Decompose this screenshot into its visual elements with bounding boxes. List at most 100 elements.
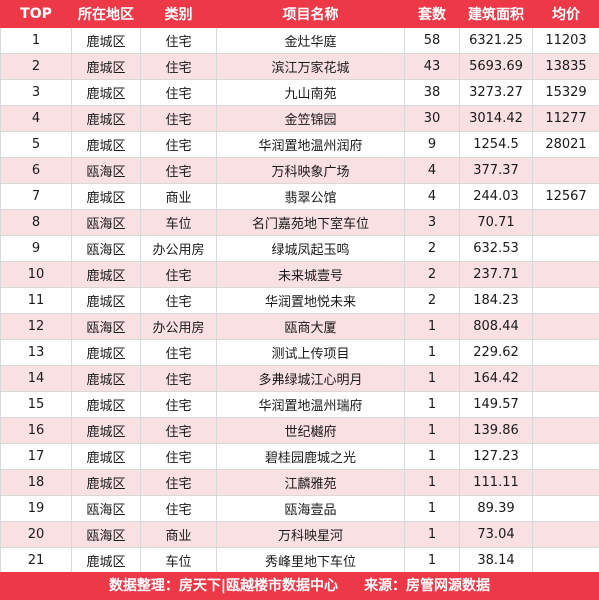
cell-units: 3: [404, 209, 460, 236]
cell-category: 住宅: [140, 105, 217, 132]
header-category: 类别: [140, 0, 217, 28]
cell-rank: 12: [0, 313, 72, 340]
cell-category: 办公用房: [140, 313, 217, 340]
cell-category: 商业: [140, 521, 217, 548]
table-row: 12 瓯海区 办公用房 瓯商大厦 1 808.44: [0, 313, 599, 340]
cell-avg-price: [532, 235, 599, 262]
cell-floor-area: 5693.69: [459, 53, 533, 80]
cell-floor-area: 632.53: [459, 235, 533, 262]
cell-avg-price: 13835: [532, 53, 599, 80]
cell-units: 4: [404, 183, 460, 210]
cell-district: 鹿城区: [71, 547, 141, 574]
table-row: 14 鹿城区 住宅 多弗绿城江心明月 1 164.42: [0, 365, 599, 392]
cell-category: 车位: [140, 209, 217, 236]
cell-category: 住宅: [140, 157, 217, 184]
cell-category: 住宅: [140, 365, 217, 392]
cell-floor-area: 164.42: [459, 365, 533, 392]
cell-project-name: 江麟雅苑: [216, 469, 405, 496]
table-row: 9 瓯海区 办公用房 绿城凤起玉鸣 2 632.53: [0, 235, 599, 262]
cell-floor-area: 139.86: [459, 417, 533, 444]
cell-project-name: 翡翠公馆: [216, 183, 405, 210]
header-units: 套数: [404, 0, 460, 28]
cell-rank: 21: [0, 547, 72, 574]
cell-floor-area: 184.23: [459, 287, 533, 314]
table-row: 3 鹿城区 住宅 九山南苑 38 3273.27 15329: [0, 79, 599, 106]
cell-district: 鹿城区: [71, 339, 141, 366]
cell-district: 鹿城区: [71, 365, 141, 392]
cell-units: 1: [404, 469, 460, 496]
cell-category: 住宅: [140, 339, 217, 366]
table-row: 20 瓯海区 商业 万科映星河 1 73.04: [0, 521, 599, 548]
cell-project-name: 名门嘉苑地下室车位: [216, 209, 405, 236]
table-row: 8 瓯海区 车位 名门嘉苑地下室车位 3 70.71: [0, 209, 599, 236]
cell-category: 商业: [140, 183, 217, 210]
cell-avg-price: [532, 443, 599, 470]
header-top: TOP: [0, 0, 72, 28]
cell-rank: 14: [0, 365, 72, 392]
cell-project-name: 未来城壹号: [216, 261, 405, 288]
cell-floor-area: 3273.27: [459, 79, 533, 106]
cell-category: 住宅: [140, 131, 217, 158]
cell-avg-price: 11277: [532, 105, 599, 132]
table-row: 2 鹿城区 住宅 滨江万家花城 43 5693.69 13835: [0, 53, 599, 80]
cell-rank: 5: [0, 131, 72, 158]
cell-project-name: 金笠锦园: [216, 105, 405, 132]
cell-floor-area: 229.62: [459, 339, 533, 366]
cell-district: 瓯海区: [71, 157, 141, 184]
cell-category: 住宅: [140, 27, 217, 54]
cell-rank: 4: [0, 105, 72, 132]
cell-category: 办公用房: [140, 235, 217, 262]
cell-avg-price: 28021: [532, 131, 599, 158]
cell-district: 鹿城区: [71, 105, 141, 132]
cell-floor-area: 808.44: [459, 313, 533, 340]
cell-district: 鹿城区: [71, 53, 141, 80]
cell-units: 43: [404, 53, 460, 80]
cell-project-name: 滨江万家花城: [216, 53, 405, 80]
cell-rank: 13: [0, 339, 72, 366]
cell-floor-area: 73.04: [459, 521, 533, 548]
cell-floor-area: 38.14: [459, 547, 533, 574]
cell-avg-price: [532, 547, 599, 574]
cell-units: 38: [404, 79, 460, 106]
cell-avg-price: [532, 417, 599, 444]
cell-units: 4: [404, 157, 460, 184]
cell-floor-area: 6321.25: [459, 27, 533, 54]
cell-floor-area: 89.39: [459, 495, 533, 522]
cell-project-name: 九山南苑: [216, 79, 405, 106]
cell-rank: 18: [0, 469, 72, 496]
table-row: 5 鹿城区 住宅 华润置地温州润府 9 1254.5 28021: [0, 131, 599, 158]
cell-units: 1: [404, 521, 460, 548]
cell-avg-price: [532, 521, 599, 548]
cell-district: 鹿城区: [71, 27, 141, 54]
cell-project-name: 瓯商大厦: [216, 313, 405, 340]
cell-avg-price: 12567: [532, 183, 599, 210]
cell-district: 瓯海区: [71, 235, 141, 262]
cell-avg-price: 15329: [532, 79, 599, 106]
cell-units: 1: [404, 313, 460, 340]
cell-category: 住宅: [140, 53, 217, 80]
table-row: 1 鹿城区 住宅 金灶华庭 58 6321.25 11203: [0, 27, 599, 54]
cell-district: 瓯海区: [71, 313, 141, 340]
cell-floor-area: 237.71: [459, 261, 533, 288]
cell-units: 1: [404, 365, 460, 392]
table-row: 4 鹿城区 住宅 金笠锦园 30 3014.42 11277: [0, 105, 599, 132]
cell-avg-price: [532, 339, 599, 366]
cell-rank: 11: [0, 287, 72, 314]
cell-units: 1: [404, 495, 460, 522]
cell-avg-price: [532, 391, 599, 418]
cell-district: 鹿城区: [71, 391, 141, 418]
cell-rank: 17: [0, 443, 72, 470]
table-row: 6 瓯海区 住宅 万科映象广场 4 377.37: [0, 157, 599, 184]
table-row: 11 鹿城区 住宅 华润置地悦未来 2 184.23: [0, 287, 599, 314]
cell-category: 住宅: [140, 417, 217, 444]
cell-category: 住宅: [140, 469, 217, 496]
cell-project-name: 华润置地温州瑞府: [216, 391, 405, 418]
cell-district: 鹿城区: [71, 261, 141, 288]
cell-category: 住宅: [140, 287, 217, 314]
cell-avg-price: [532, 365, 599, 392]
cell-category: 住宅: [140, 495, 217, 522]
cell-floor-area: 377.37: [459, 157, 533, 184]
cell-floor-area: 127.23: [459, 443, 533, 470]
cell-units: 1: [404, 417, 460, 444]
cell-units: 1: [404, 391, 460, 418]
